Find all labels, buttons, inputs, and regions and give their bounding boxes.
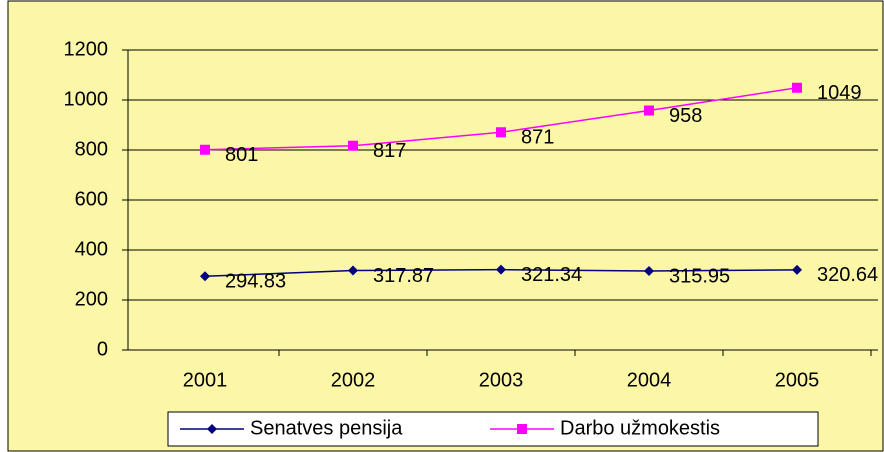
marker	[200, 271, 210, 282]
marker	[348, 140, 358, 151]
marker	[792, 264, 802, 275]
y-tick-label: 400	[75, 238, 108, 260]
marker	[644, 266, 654, 277]
data-label: 817	[373, 140, 406, 162]
data-label: 294.83	[225, 271, 286, 293]
x-tick-label: 2002	[331, 369, 376, 391]
marker	[517, 424, 527, 434]
x-tick-label: 2004	[627, 369, 672, 391]
marker	[207, 424, 217, 434]
legend-label: Senatves pensija	[250, 417, 403, 439]
data-label: 320.64	[817, 264, 878, 286]
marker	[496, 264, 506, 275]
data-label: 871	[521, 127, 554, 149]
y-tick-label: 1000	[64, 88, 109, 110]
y-tick-label: 600	[75, 188, 108, 210]
marker	[644, 105, 654, 116]
y-tick-label: 0	[97, 338, 108, 360]
x-tick-label: 2001	[183, 369, 228, 391]
y-tick-label: 200	[75, 288, 108, 310]
y-tick-label: 1200	[64, 38, 109, 60]
data-label: 315.95	[669, 265, 730, 287]
data-label: 321.34	[521, 264, 582, 286]
legend-label: Darbo užmokestis	[560, 417, 720, 439]
marker	[792, 82, 802, 93]
legend	[167, 411, 819, 447]
data-label: 958	[669, 105, 702, 127]
marker	[348, 265, 358, 276]
data-label: 1049	[817, 82, 862, 104]
chart-background	[7, 0, 884, 452]
marker	[200, 144, 210, 155]
y-tick-label: 800	[75, 138, 108, 160]
data-label: 317.87	[373, 265, 434, 287]
x-tick-label: 2003	[479, 369, 524, 391]
marker	[496, 127, 506, 138]
data-label: 801	[225, 144, 258, 166]
x-tick-label: 2005	[775, 369, 820, 391]
